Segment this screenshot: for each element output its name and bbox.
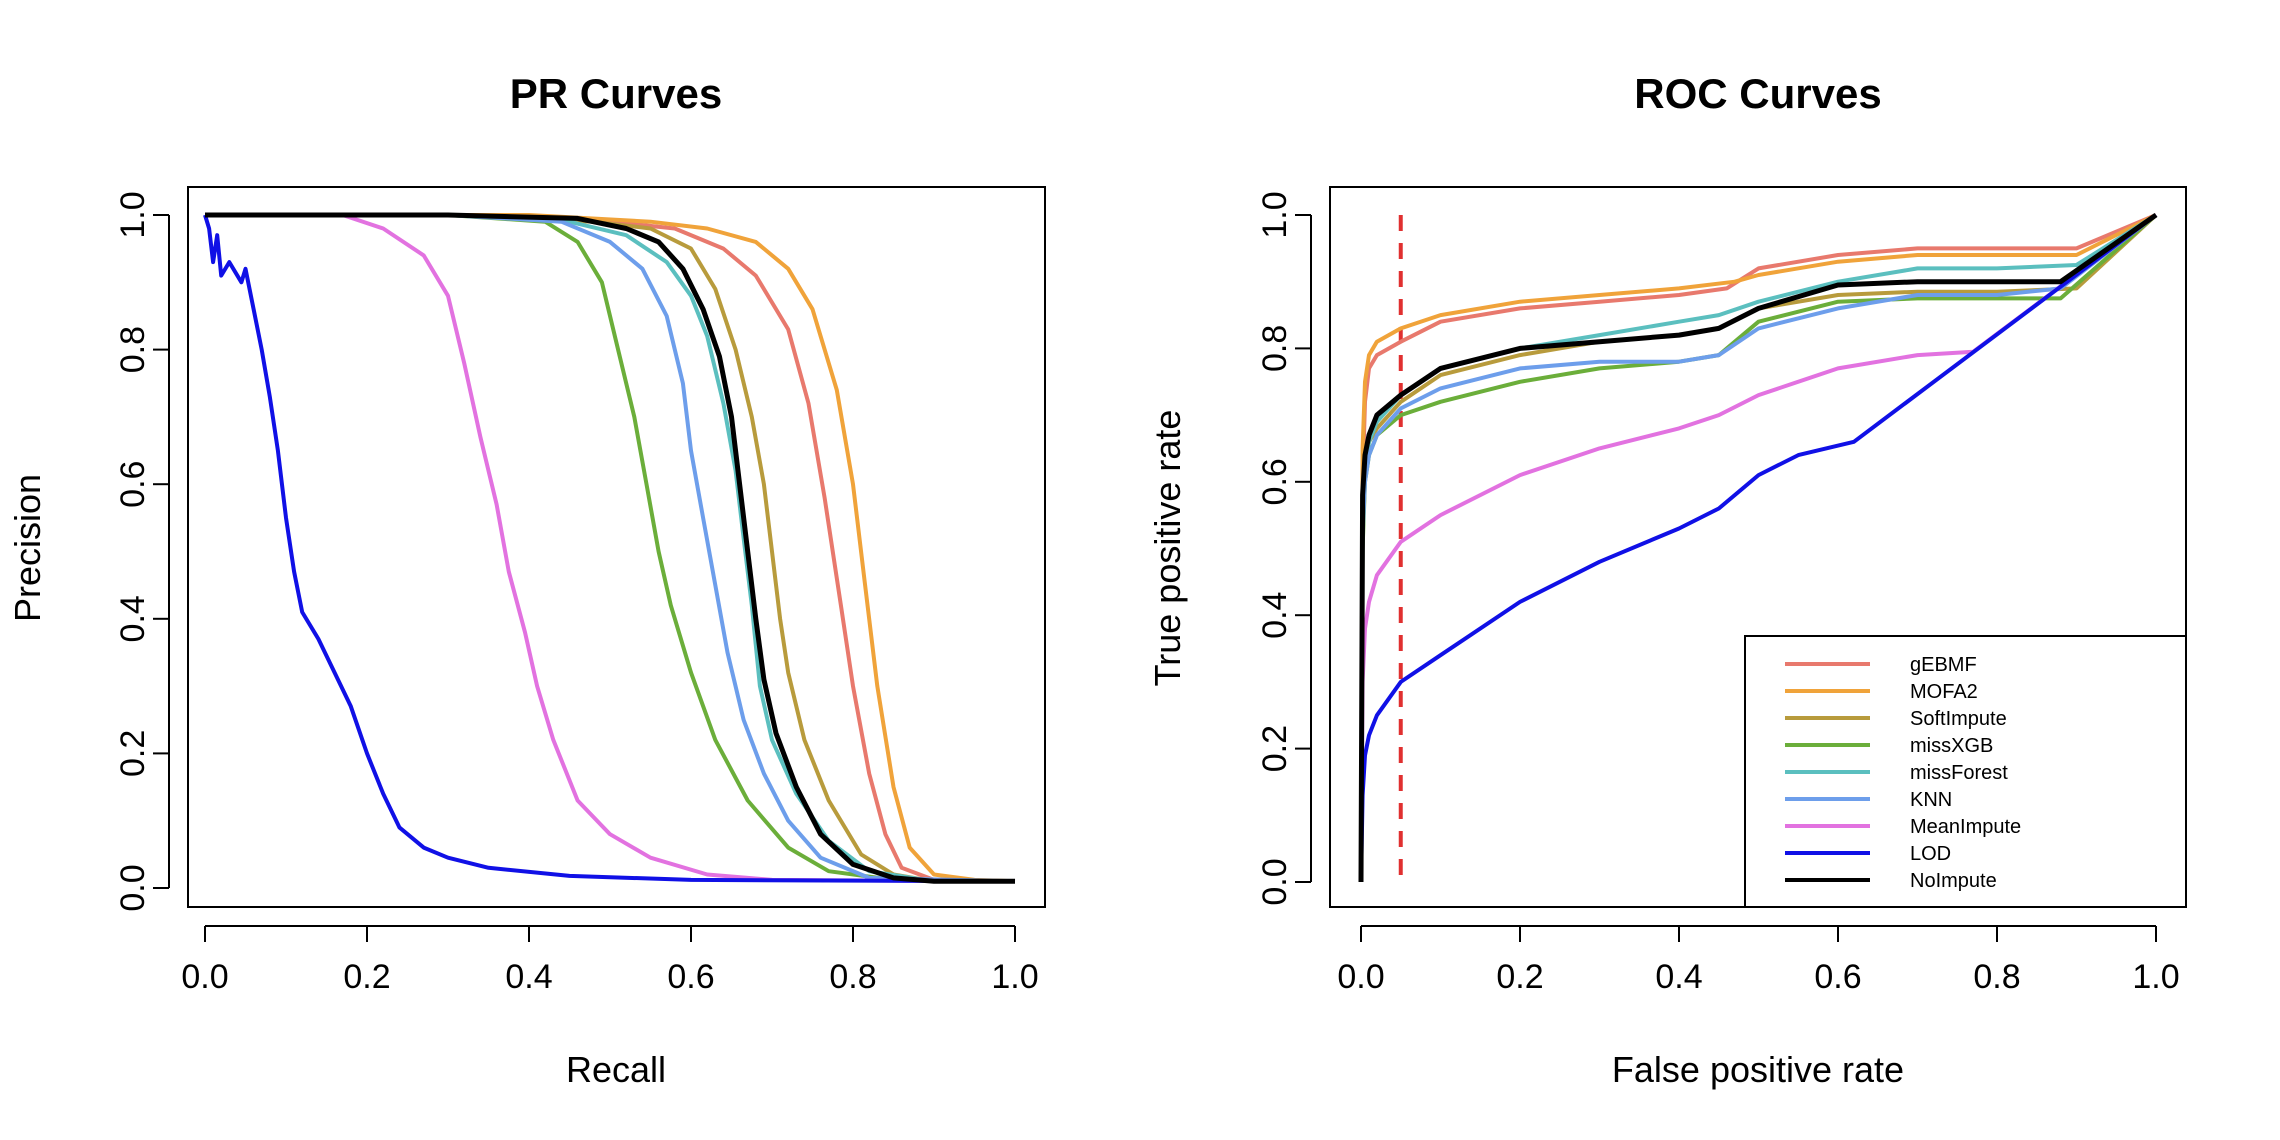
roc-series-gebmf-line: [1359, 213, 2157, 883]
roc-y-tick-label: 0.8: [1256, 325, 1294, 372]
roc-x-tick-label: 0.0: [1337, 958, 1384, 996]
roc-series-mofa2-line: [1359, 213, 2157, 883]
pr-series-group: [203, 212, 1016, 884]
roc-series-meanimpute-line: [1359, 213, 2158, 883]
pr-x-tick-label: 0.2: [343, 958, 390, 996]
pr-series-missxgb-line: [205, 213, 1016, 884]
pr-y-tick-label: 0.0: [114, 864, 152, 911]
pr-y-tick-label: 0.2: [114, 730, 152, 777]
legend-label-gebmf: gEBMF: [1910, 654, 1977, 676]
pr-x-axis-label: Recall: [566, 1049, 666, 1090]
roc-x-tick-label: 0.8: [1973, 958, 2020, 996]
pr-x-tick-label: 1.0: [991, 958, 1038, 996]
roc-y-tick-label: 0.0: [1256, 858, 1294, 905]
pr-x-tick-label: 0.6: [667, 958, 714, 996]
pr-x-tick-label: 0.0: [181, 958, 228, 996]
pr-series-softimpute-line: [205, 213, 1015, 884]
roc-axes: 0.0 0.2 0.4 0.6 0.8 1.0 0.0 0.2 0.4 0.6 0.8 1.0: [1256, 191, 2180, 996]
pr-y-tick-label: 0.6: [114, 461, 152, 508]
roc-series-group: [1358, 212, 2158, 883]
pr-y-tick-label: 0.4: [114, 595, 152, 642]
pr-series-knn-line: [205, 213, 1016, 884]
roc-legend: gEBMF MOFA2 SoftImpute missXGB missForest KNN…: [1744, 635, 2187, 908]
pr-y-axis-label: Precision: [7, 474, 48, 622]
legend-label-knn: KNN: [1910, 789, 1952, 811]
roc-panel: ROC Curves False positive rate True posi…: [1147, 70, 2187, 1090]
legend-label-mofa2: MOFA2: [1910, 681, 1978, 703]
roc-title: ROC Curves: [1634, 70, 1881, 117]
roc-x-axis-label: False positive rate: [1612, 1049, 1904, 1090]
pr-y-tick-label: 0.8: [114, 326, 152, 373]
pr-series-meanimpute-line: [205, 213, 1016, 884]
pr-x-tick-label: 0.8: [829, 958, 876, 996]
pr-panel: PR Curves Recall Precision 0.0 0.2 0.4 0.6 0…: [7, 70, 1046, 1090]
legend-label-missforest: missForest: [1910, 762, 2008, 784]
pr-y-tick-label: 1.0: [114, 191, 152, 238]
roc-y-tick-label: 0.4: [1256, 592, 1294, 639]
pr-series-mofa2-line: [205, 213, 1016, 884]
roc-series-knn-line: [1359, 213, 2158, 883]
roc-series-lod-line: [1359, 213, 2158, 883]
legend-label-missxgb: missXGB: [1910, 735, 1993, 757]
roc-series-noimpute-line: [1358, 212, 2158, 883]
roc-y-tick-label: 1.0: [1256, 191, 1294, 238]
roc-y-tick-label: 0.2: [1256, 725, 1294, 772]
roc-y-tick-label: 0.6: [1256, 458, 1294, 505]
pr-series-gebmf-line: [205, 213, 1016, 884]
pr-series-lod-line: [203, 214, 1016, 884]
pr-axes: 0.0 0.2 0.4 0.6 0.8 1.0 0.0 0.2 0.4 0.6 0.8 1.0: [114, 191, 1039, 996]
legend-label-noimpute: NoImpute: [1910, 870, 1997, 892]
pr-series-noimpute-line: [205, 212, 1015, 884]
roc-x-tick-label: 0.2: [1496, 958, 1543, 996]
legend-label-meanimpute: MeanImpute: [1910, 816, 2021, 838]
roc-x-tick-label: 0.4: [1655, 958, 1702, 996]
pr-title: PR Curves: [510, 70, 722, 117]
roc-y-axis-label: True positive rate: [1147, 410, 1188, 687]
legend-label-lod: LOD: [1910, 843, 1951, 865]
legend-label-softimpute: SoftImpute: [1910, 708, 2007, 730]
roc-x-tick-label: 0.6: [1814, 958, 1861, 996]
pr-x-tick-label: 0.4: [505, 958, 552, 996]
roc-x-tick-label: 1.0: [2132, 958, 2179, 996]
pr-plot-frame: [187, 186, 1046, 908]
